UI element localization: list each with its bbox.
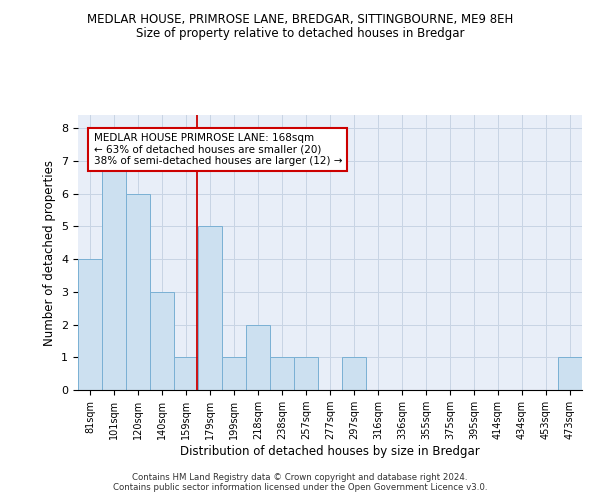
Bar — [270, 358, 294, 390]
Bar — [102, 161, 126, 390]
Bar — [558, 358, 582, 390]
Y-axis label: Number of detached properties: Number of detached properties — [43, 160, 56, 346]
Bar — [246, 324, 270, 390]
Text: MEDLAR HOUSE PRIMROSE LANE: 168sqm
← 63% of detached houses are smaller (20)
38%: MEDLAR HOUSE PRIMROSE LANE: 168sqm ← 63%… — [94, 133, 342, 166]
Bar — [342, 358, 366, 390]
Bar — [150, 292, 174, 390]
Text: Contains HM Land Registry data © Crown copyright and database right 2024.
Contai: Contains HM Land Registry data © Crown c… — [113, 473, 487, 492]
Text: Size of property relative to detached houses in Bredgar: Size of property relative to detached ho… — [136, 28, 464, 40]
Bar — [174, 358, 198, 390]
X-axis label: Distribution of detached houses by size in Bredgar: Distribution of detached houses by size … — [180, 445, 480, 458]
Bar — [222, 358, 246, 390]
Bar — [294, 358, 318, 390]
Text: MEDLAR HOUSE, PRIMROSE LANE, BREDGAR, SITTINGBOURNE, ME9 8EH: MEDLAR HOUSE, PRIMROSE LANE, BREDGAR, SI… — [87, 12, 513, 26]
Bar — [78, 259, 102, 390]
Bar — [126, 194, 150, 390]
Bar — [198, 226, 222, 390]
